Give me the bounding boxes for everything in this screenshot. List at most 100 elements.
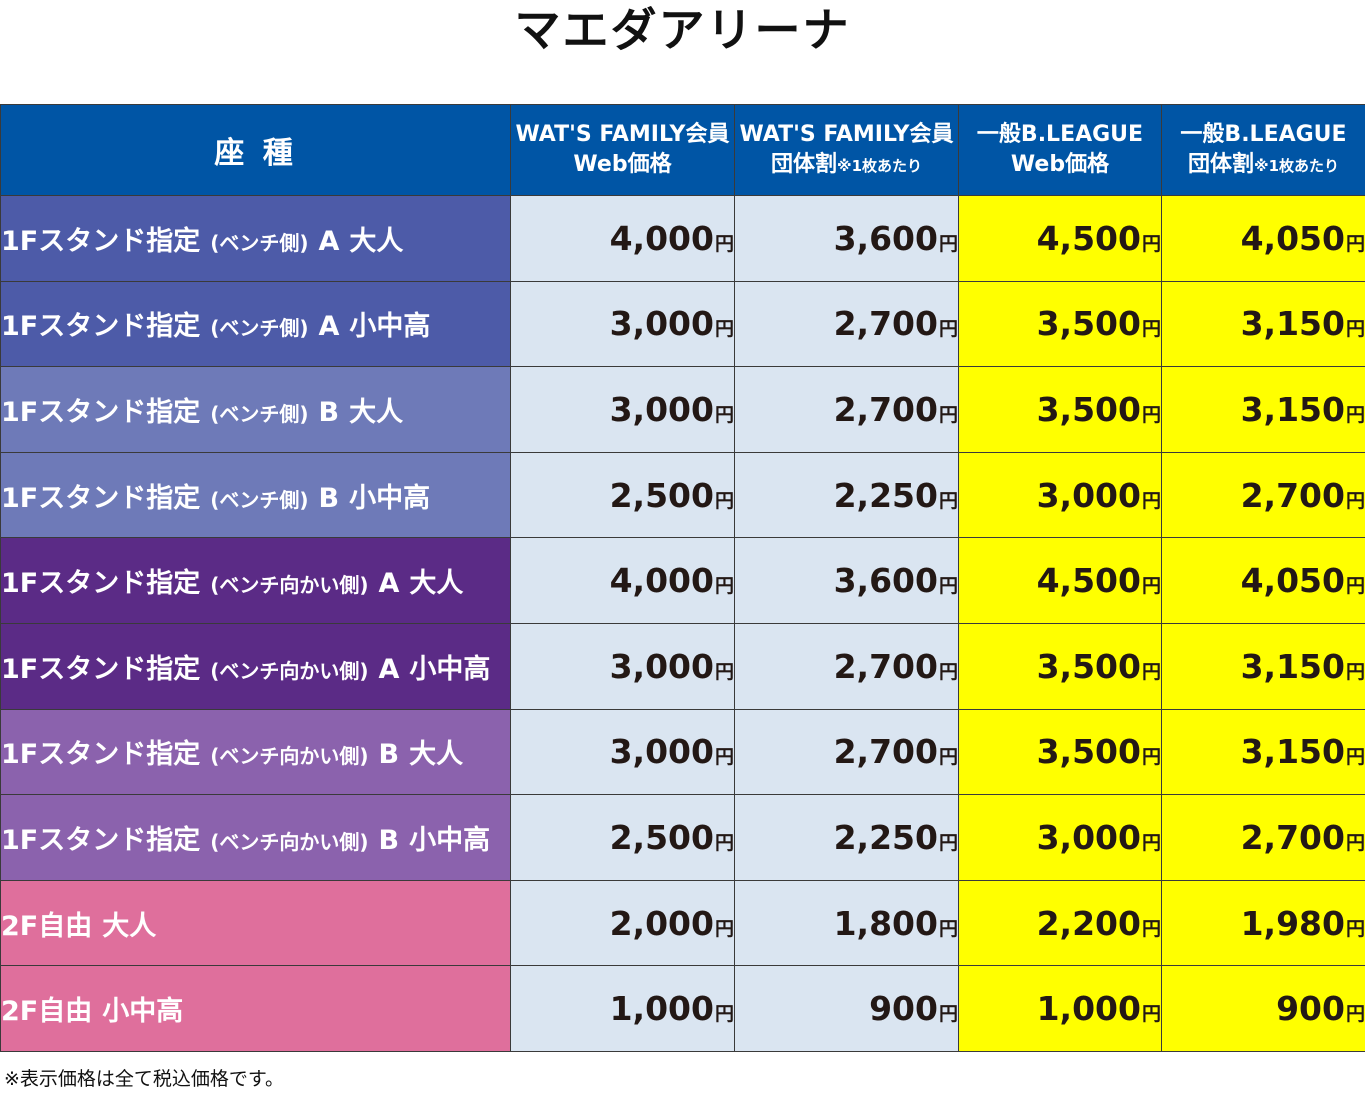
yen-unit: 円 — [714, 232, 734, 255]
price-value: 2,250 — [833, 817, 938, 857]
table-row: 1Fスタンド指定 (ベンチ向かい側) B 大人 3,000円 2,700円 3,500円 3,… — [0, 708, 1365, 796]
price-value: 4,500 — [1036, 561, 1141, 601]
seat-type-cell: 1Fスタンド指定 (ベンチ向かい側) A 小中高 — [0, 622, 511, 710]
yen-unit: 円 — [1345, 831, 1365, 854]
table-row: 1Fスタンド指定 (ベンチ側) B 小中高 2,500円 2,250円 3,000円 2,70… — [0, 451, 1365, 539]
header-member-group-price: WAT'S FAMILY会員 団体割※1枚あたり — [734, 104, 959, 196]
yen-unit: 円 — [714, 489, 734, 512]
table-row: 1Fスタンド指定 (ベンチ向かい側) A 小中高 3,000円 2,700円 3,500円 3… — [0, 622, 1365, 710]
header-general-web-line2: Web価格 — [1010, 152, 1110, 177]
yen-unit: 円 — [1345, 318, 1365, 341]
seat-age-label: 小中高 — [102, 996, 184, 1028]
header-member-group-note: ※1枚あたり — [836, 156, 923, 175]
yen-unit: 円 — [714, 575, 734, 598]
general-group-price-cell: 3,150円 — [1161, 280, 1365, 368]
yen-unit: 円 — [1141, 318, 1161, 341]
seat-type-cell: 1Fスタンド指定 (ベンチ側) A 小中高 — [0, 280, 511, 368]
seat-age-label: 大人 — [409, 568, 464, 600]
table-row: 1Fスタンド指定 (ベンチ向かい側) B 小中高 2,500円 2,250円 3,000円 2… — [0, 794, 1365, 881]
price-value: 900 — [1276, 989, 1345, 1029]
seat-main-label: 1Fスタンド指定 — [1, 482, 201, 514]
seat-grade-label: A — [378, 568, 400, 600]
seat-main-label: 1Fスタンド指定 — [1, 311, 201, 343]
header-member-web-line2: Web価格 — [573, 152, 672, 177]
header-member-web-price: WAT'S FAMILY会員 Web価格 — [510, 104, 735, 196]
general-web-price-cell: 3,500円 — [958, 622, 1162, 710]
member-group-price-cell: 2,250円 — [734, 451, 959, 539]
price-value: 4,500 — [1036, 218, 1141, 258]
yen-unit: 円 — [1345, 1003, 1365, 1026]
yen-unit: 円 — [938, 746, 958, 769]
yen-unit: 円 — [714, 318, 734, 341]
member-web-price-cell: 2,500円 — [510, 794, 735, 881]
general-group-price-cell: 3,150円 — [1161, 622, 1365, 710]
seat-grade-label: A — [318, 225, 340, 257]
seat-paren-label: (ベンチ側) — [210, 316, 309, 341]
member-web-price-cell: 2,500円 — [510, 451, 735, 539]
price-value: 900 — [869, 989, 938, 1029]
general-group-price-cell: 4,050円 — [1161, 537, 1365, 624]
seat-age-label: 大人 — [102, 910, 157, 942]
header-row: 座 種 WAT'S FAMILY会員 Web価格 WAT'S FAMILY会員 … — [0, 104, 1365, 196]
price-value: 3,000 — [609, 646, 714, 686]
general-web-price-cell: 3,000円 — [958, 451, 1162, 539]
price-value: 2,700 — [833, 304, 938, 344]
price-value: 2,500 — [609, 817, 714, 857]
seat-type-cell: 1Fスタンド指定 (ベンチ側) A 大人 — [0, 195, 511, 282]
seat-grade-label: B — [318, 482, 340, 514]
member-group-price-cell: 3,600円 — [734, 195, 959, 282]
yen-unit: 円 — [938, 489, 958, 512]
seat-paren-label: (ベンチ向かい側) — [210, 658, 369, 683]
seat-grade-label: A — [318, 311, 340, 343]
seat-age-label: 大人 — [349, 225, 404, 257]
seat-main-label: 1Fスタンド指定 — [1, 225, 201, 257]
seat-paren-label: (ベンチ向かい側) — [210, 744, 369, 769]
yen-unit: 円 — [1141, 575, 1161, 598]
member-group-price-cell: 3,600円 — [734, 537, 959, 624]
header-member-group-line2-wrap: 団体割※1枚あたり — [735, 150, 958, 181]
yen-unit: 円 — [1345, 746, 1365, 769]
yen-unit: 円 — [1141, 403, 1161, 426]
member-web-price-cell: 3,000円 — [510, 622, 735, 710]
seat-age-label: 大人 — [409, 739, 464, 771]
price-value: 2,700 — [1240, 817, 1345, 857]
member-group-price-cell: 2,700円 — [734, 708, 959, 796]
yen-unit: 円 — [938, 318, 958, 341]
general-group-price-cell: 3,150円 — [1161, 366, 1365, 453]
general-group-price-cell: 3,150円 — [1161, 708, 1365, 796]
seat-type-cell: 1Fスタンド指定 (ベンチ側) B 小中高 — [0, 451, 511, 539]
yen-unit: 円 — [938, 660, 958, 683]
header-general-group-line1: 一般B.LEAGUE — [1180, 121, 1347, 147]
price-value: 4,050 — [1240, 218, 1345, 258]
price-value: 2,700 — [833, 389, 938, 429]
price-value: 3,000 — [609, 732, 714, 772]
yen-unit: 円 — [714, 660, 734, 683]
member-group-price-cell: 2,700円 — [734, 280, 959, 368]
general-web-price-cell: 3,500円 — [958, 280, 1162, 368]
seat-paren-label: (ベンチ向かい側) — [210, 573, 369, 598]
table-row: 1Fスタンド指定 (ベンチ向かい側) A 大人 4,000円 3,600円 4,500円 4,… — [0, 537, 1365, 624]
yen-unit: 円 — [1345, 660, 1365, 683]
seat-main-label: 2F自由 — [1, 910, 93, 942]
seat-main-label: 1Fスタンド指定 — [1, 739, 201, 771]
table-row: 1Fスタンド指定 (ベンチ側) A 大人 4,000円 3,600円 4,500円 4,050… — [0, 195, 1365, 282]
price-value: 1,800 — [833, 903, 938, 943]
price-value: 3,150 — [1240, 389, 1345, 429]
yen-unit: 円 — [938, 232, 958, 255]
header-general-web-line1: 一般B.LEAGUE — [976, 122, 1144, 147]
yen-unit: 円 — [1141, 831, 1161, 854]
seat-age-label: 小中高 — [349, 311, 431, 343]
yen-unit: 円 — [938, 917, 958, 940]
yen-unit: 円 — [1141, 746, 1161, 769]
header-member-web-line1: WAT'S FAMILY会員 — [515, 122, 730, 147]
yen-unit: 円 — [1345, 917, 1365, 940]
seat-age-label: 小中高 — [409, 653, 491, 685]
general-group-price-cell: 900円 — [1161, 965, 1365, 1052]
general-web-price-cell: 4,500円 — [958, 195, 1162, 282]
member-web-price-cell: 2,000円 — [510, 879, 735, 967]
seat-type-cell: 1Fスタンド指定 (ベンチ側) B 大人 — [0, 366, 511, 453]
header-seat-type: 座 種 — [0, 104, 511, 196]
price-value: 3,500 — [1036, 732, 1141, 772]
page-title: マエダアリーナ — [514, 3, 851, 57]
yen-unit: 円 — [1141, 1003, 1161, 1026]
